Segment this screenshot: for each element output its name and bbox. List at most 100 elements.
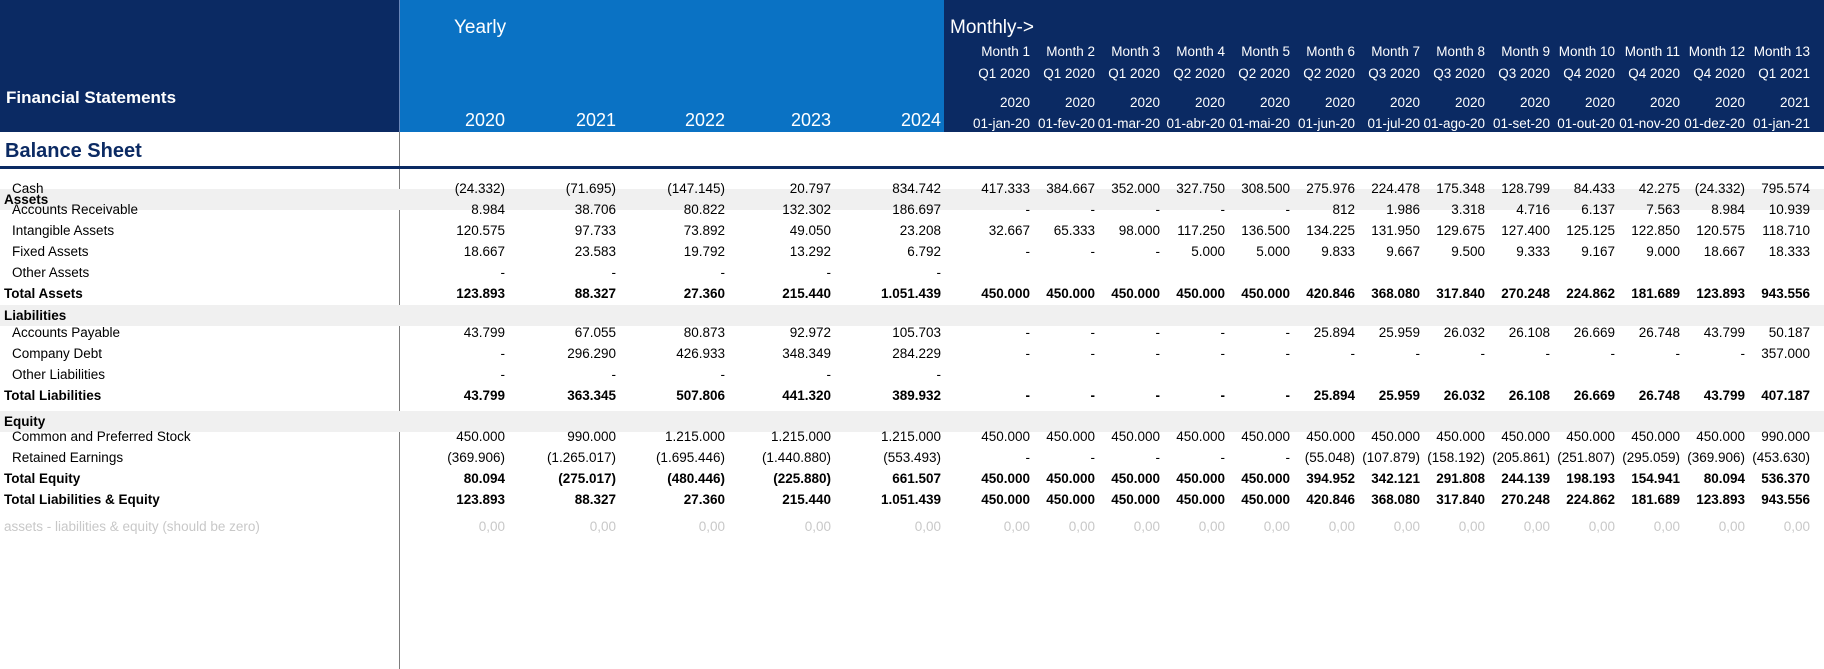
monthly-value-cell[interactable]: 4.716 xyxy=(1516,202,1550,217)
month-header-year[interactable]: 2020 xyxy=(1649,95,1680,110)
monthly-value-cell[interactable]: 134.225 xyxy=(1306,223,1355,238)
monthly-value-cell[interactable]: 0,00 xyxy=(1133,519,1160,534)
month-header-year[interactable]: 2020 xyxy=(1389,95,1420,110)
monthly-value-cell[interactable]: (107.879) xyxy=(1362,450,1420,465)
monthly-value-cell[interactable]: 26.032 xyxy=(1443,388,1485,403)
year-header[interactable]: 2021 xyxy=(575,110,616,130)
monthly-value-cell[interactable]: - xyxy=(1090,450,1096,465)
monthly-value-cell[interactable]: 420.846 xyxy=(1306,286,1355,301)
yearly-value-cell[interactable]: 120.575 xyxy=(456,223,505,238)
monthly-value-cell[interactable]: 175.348 xyxy=(1436,181,1485,196)
monthly-value-cell[interactable]: - xyxy=(1415,346,1421,361)
monthly-value-cell[interactable]: 0,00 xyxy=(1393,519,1420,534)
yearly-value-cell[interactable]: 0,00 xyxy=(698,519,725,534)
month-header-year[interactable]: 2020 xyxy=(1519,95,1550,110)
row-label[interactable]: Other Liabilities xyxy=(12,367,106,382)
yearly-value-cell[interactable]: 389.932 xyxy=(892,388,941,403)
monthly-value-cell[interactable]: - xyxy=(1025,325,1031,340)
monthly-value-cell[interactable]: 117.250 xyxy=(1177,223,1225,238)
monthly-value-cell[interactable]: 420.846 xyxy=(1306,492,1355,507)
yearly-value-cell[interactable]: 23.583 xyxy=(574,244,616,259)
row-label[interactable]: Accounts Payable xyxy=(12,325,121,340)
monthly-value-cell[interactable]: - xyxy=(1090,388,1096,403)
month-header-year[interactable]: 2021 xyxy=(1779,95,1810,110)
section-header-assets[interactable]: Assets xyxy=(4,192,49,207)
monthly-value-cell[interactable]: 224.862 xyxy=(1566,492,1615,507)
row-label[interactable]: Company Debt xyxy=(12,346,103,361)
monthly-value-cell[interactable]: - xyxy=(1220,202,1226,217)
monthly-value-cell[interactable]: 120.575 xyxy=(1696,223,1745,238)
month-header-date[interactable]: 01-dez-20 xyxy=(1684,116,1745,131)
yearly-value-cell[interactable]: 27.360 xyxy=(683,492,725,507)
yearly-value-cell[interactable]: 284.229 xyxy=(892,346,941,361)
monthly-value-cell[interactable]: 795.574 xyxy=(1761,181,1810,196)
yearly-value-cell[interactable]: 0,00 xyxy=(804,519,831,534)
yearly-value-cell[interactable]: (24.332) xyxy=(454,181,505,196)
monthly-value-cell[interactable]: - xyxy=(1220,325,1226,340)
monthly-value-cell[interactable]: 9.667 xyxy=(1386,244,1420,259)
monthly-value-cell[interactable]: 407.187 xyxy=(1761,388,1810,403)
monthly-value-cell[interactable]: - xyxy=(1155,346,1161,361)
yearly-value-cell[interactable]: 73.892 xyxy=(683,223,725,238)
row-label[interactable]: Total Liabilities xyxy=(4,388,102,403)
monthly-value-cell[interactable]: - xyxy=(1155,388,1161,403)
row-label[interactable]: Cash xyxy=(12,181,44,196)
row-label[interactable]: Intangible Assets xyxy=(12,223,115,238)
yearly-value-cell[interactable]: - xyxy=(500,346,506,361)
monthly-value-cell[interactable]: 154.941 xyxy=(1631,471,1680,486)
monthly-value-cell[interactable]: 131.950 xyxy=(1371,223,1420,238)
monthly-value-cell[interactable]: 450.000 xyxy=(1111,286,1160,301)
yearly-value-cell[interactable]: 1.215.000 xyxy=(770,429,831,444)
monthly-value-cell[interactable]: 3.318 xyxy=(1451,202,1485,217)
yearly-value-cell[interactable]: 88.327 xyxy=(574,286,616,301)
row-label[interactable]: Accounts Receivable xyxy=(12,202,139,217)
financial-statements-title[interactable]: Financial Statements xyxy=(6,88,177,107)
monthly-value-cell[interactable]: 80.094 xyxy=(1703,471,1745,486)
monthly-value-cell[interactable]: 450.000 xyxy=(981,492,1030,507)
yearly-value-cell[interactable]: 132.302 xyxy=(782,202,831,217)
monthly-value-cell[interactable]: 943.556 xyxy=(1761,286,1810,301)
yearly-value-cell[interactable]: (225.880) xyxy=(773,471,831,486)
monthly-value-cell[interactable]: 450.000 xyxy=(1046,286,1095,301)
monthly-value-cell[interactable]: - xyxy=(1220,388,1226,403)
monthly-value-cell[interactable]: 0,00 xyxy=(1523,519,1550,534)
yearly-value-cell[interactable]: 1.215.000 xyxy=(880,429,941,444)
monthly-value-cell[interactable]: 9.167 xyxy=(1581,244,1615,259)
month-header-name[interactable]: Month 7 xyxy=(1371,44,1420,59)
yearly-value-cell[interactable]: 834.742 xyxy=(892,181,941,196)
row-label[interactable]: Total Equity xyxy=(4,471,81,486)
month-header-name[interactable]: Month 12 xyxy=(1688,44,1745,59)
month-header-date[interactable]: 01-out-20 xyxy=(1557,116,1615,131)
monthly-value-cell[interactable]: 224.478 xyxy=(1371,181,1420,196)
monthly-value-cell[interactable]: 127.400 xyxy=(1501,223,1550,238)
yearly-value-cell[interactable]: 13.292 xyxy=(789,244,831,259)
yearly-value-cell[interactable]: 80.094 xyxy=(463,471,505,486)
yearly-value-cell[interactable]: 0,00 xyxy=(478,519,505,534)
monthly-value-cell[interactable]: 317.840 xyxy=(1436,286,1485,301)
monthly-value-cell[interactable]: 26.748 xyxy=(1638,388,1680,403)
monthly-value-cell[interactable]: - xyxy=(1090,325,1096,340)
section-header-liabilities[interactable]: Liabilities xyxy=(4,308,67,323)
yearly-value-cell[interactable]: 38.706 xyxy=(574,202,616,217)
monthly-value-cell[interactable]: (251.807) xyxy=(1557,450,1615,465)
monthly-value-cell[interactable]: 943.556 xyxy=(1761,492,1810,507)
month-header-date[interactable]: 01-mar-20 xyxy=(1097,116,1160,131)
yearly-value-cell[interactable]: 348.349 xyxy=(782,346,831,361)
yearly-value-cell[interactable]: 88.327 xyxy=(574,492,616,507)
yearly-value-cell[interactable]: - xyxy=(826,367,832,382)
monthly-value-cell[interactable]: 10.939 xyxy=(1768,202,1810,217)
yearly-value-cell[interactable]: 1.215.000 xyxy=(664,429,725,444)
row-label[interactable]: Retained Earnings xyxy=(12,450,124,465)
yearly-value-cell[interactable]: (369.906) xyxy=(447,450,505,465)
monthly-value-cell[interactable]: 0,00 xyxy=(1068,519,1095,534)
month-header-quarter[interactable]: Q2 2020 xyxy=(1303,66,1355,81)
monthly-value-cell[interactable]: 394.952 xyxy=(1306,471,1355,486)
monthly-value-cell[interactable]: - xyxy=(1025,202,1031,217)
yearly-value-cell[interactable]: 43.799 xyxy=(463,325,505,340)
yearly-value-cell[interactable]: 92.972 xyxy=(789,325,831,340)
monthly-value-cell[interactable]: 42.275 xyxy=(1638,181,1680,196)
month-header-name[interactable]: Month 6 xyxy=(1306,44,1355,59)
yearly-value-cell[interactable]: 215.440 xyxy=(782,286,831,301)
monthly-value-cell[interactable]: - xyxy=(1155,202,1161,217)
yearly-label[interactable]: Yearly xyxy=(454,17,507,38)
